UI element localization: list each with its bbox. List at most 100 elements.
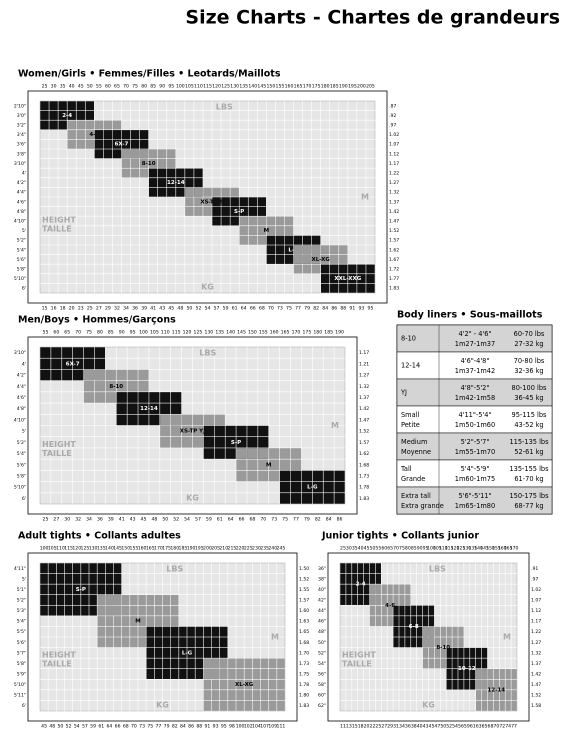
left-tick-label: 58" xyxy=(318,682,326,688)
size-cell xyxy=(422,637,429,648)
weight-range: 80-100 lbs xyxy=(512,384,547,392)
bottom-tick-label: 29 xyxy=(387,724,393,730)
size-name: YJ xyxy=(400,389,407,397)
bottom-tick-label: 39 xyxy=(141,306,147,312)
size-cell xyxy=(446,658,452,669)
left-tick-label: 5'10" xyxy=(14,485,26,491)
size-cell xyxy=(499,669,505,679)
right-tick-label: .87 xyxy=(389,103,396,109)
size-label: XL-XG xyxy=(235,682,254,688)
bottom-tick-label: 22 xyxy=(370,724,376,730)
size-cell xyxy=(260,679,269,690)
left-tick-label: 3'6" xyxy=(17,142,26,148)
top-tick-label: 225 xyxy=(244,546,253,552)
size-cell xyxy=(446,669,452,679)
bottom-tick-label: 64 xyxy=(106,724,112,730)
top-tick-label: 200 xyxy=(203,546,212,552)
size-cell xyxy=(476,679,482,690)
size-cell xyxy=(269,470,280,482)
size-cell xyxy=(266,254,276,264)
size-cell xyxy=(417,605,423,616)
size-cell xyxy=(357,264,366,274)
size-cell xyxy=(160,392,171,403)
size-cell xyxy=(139,158,149,168)
size-cell xyxy=(363,563,370,574)
top-tick-label: 170 xyxy=(510,546,519,552)
top-tick-label: 60 xyxy=(53,330,59,336)
size-cell xyxy=(366,264,375,274)
size-cell xyxy=(221,197,230,207)
bottom-tick-label: 54 xyxy=(74,724,80,730)
top-tick-label: 205 xyxy=(366,84,375,90)
size-cell xyxy=(179,637,187,648)
size-cell xyxy=(252,658,261,669)
size-cell xyxy=(434,647,440,658)
size-cell xyxy=(476,658,482,669)
top-tick-label: 125 xyxy=(457,546,466,552)
size-cell xyxy=(279,481,291,493)
size-cell xyxy=(399,616,405,627)
right-tick-label: 1.72 xyxy=(389,267,399,273)
unit-label: KG xyxy=(422,701,435,710)
top-tick-label: 130 xyxy=(204,330,213,336)
top-tick-label: 200 xyxy=(357,84,366,90)
right-tick-label: 1.83 xyxy=(389,286,399,292)
size-label: 6X-7 xyxy=(66,361,80,367)
weight-range: 61-70 kg xyxy=(514,475,543,483)
size-cell xyxy=(301,470,313,482)
size-cell xyxy=(40,358,51,370)
size-label: M xyxy=(135,619,140,625)
size-cell xyxy=(203,637,212,648)
size-cell xyxy=(470,647,476,658)
top-tick-label: 135 xyxy=(468,546,477,552)
left-tick-label: 40" xyxy=(318,587,326,593)
right-tick-label: 1.52 xyxy=(389,228,399,234)
weight-range: 43-52 kg xyxy=(514,421,543,429)
top-tick-label: 135 xyxy=(215,330,224,336)
size-cell xyxy=(493,700,499,711)
size-cell xyxy=(195,647,204,658)
size-cell xyxy=(399,584,405,595)
size-cell xyxy=(428,647,435,658)
size-cell xyxy=(284,245,294,255)
right-tick-label: 1.52 xyxy=(531,693,541,699)
size-cell xyxy=(452,647,458,658)
size-cell xyxy=(434,626,440,637)
bottom-tick-label: 61 xyxy=(232,306,238,312)
bottom-tick-label: 77 xyxy=(293,517,299,523)
size-label: 2-4 xyxy=(62,113,72,119)
size-cell xyxy=(194,206,203,216)
size-cell xyxy=(358,584,364,595)
size-cell xyxy=(339,274,348,284)
size-cell xyxy=(257,206,267,216)
bottom-tick-label: 104 xyxy=(252,724,261,730)
bottom-tick-label: 59 xyxy=(206,517,212,523)
size-cell xyxy=(260,658,269,669)
left-tick-label: 4'4" xyxy=(17,384,26,390)
right-tick-label: 1.47 xyxy=(531,682,541,688)
size-cell xyxy=(130,616,138,627)
right-tick-label: 1.27 xyxy=(531,640,541,646)
size-cell xyxy=(130,149,140,159)
top-tick-label: 60 xyxy=(381,546,387,552)
size-cell xyxy=(346,573,352,584)
top-tick-label: 165 xyxy=(281,330,290,336)
top-tick-label: 165 xyxy=(504,546,513,552)
size-cell xyxy=(269,448,280,459)
left-tick-label: 54" xyxy=(318,661,326,667)
size-cell xyxy=(481,679,488,690)
size-cell xyxy=(149,414,160,426)
size-cell xyxy=(330,254,339,264)
top-tick-label: 130 xyxy=(230,84,239,90)
size-cell xyxy=(76,110,85,120)
size-cell xyxy=(239,226,248,236)
bottom-tick-label: 79 xyxy=(304,306,310,312)
size-cell xyxy=(247,448,258,459)
top-tick-label: 145 xyxy=(480,546,489,552)
size-cell xyxy=(236,700,244,711)
size-cell xyxy=(405,626,411,637)
size-cell xyxy=(323,481,334,493)
bottom-tick-label: 64 xyxy=(228,517,234,523)
top-tick-label: 35 xyxy=(60,84,66,90)
